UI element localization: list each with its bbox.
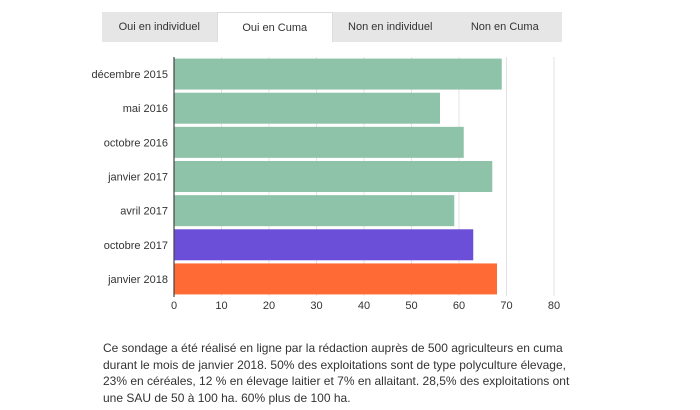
tab-non-en-individuel[interactable]: Non en individuel	[348, 21, 433, 33]
bar-6	[174, 263, 497, 295]
bar-0	[174, 58, 502, 90]
x-tick-label-20: 20	[263, 300, 275, 312]
x-tick-label-80: 80	[548, 300, 560, 312]
tab-non-en-cuma[interactable]: Non en Cuma	[470, 21, 539, 33]
x-tick-label-40: 40	[358, 300, 370, 312]
category-label-4: avril 2017	[120, 206, 168, 218]
tab-bar: Oui en individuel Oui en Cuma Non en ind…	[102, 12, 562, 42]
category-label-3: janvier 2017	[107, 172, 168, 184]
x-tick-label-60: 60	[453, 300, 465, 312]
category-label-6: janvier 2018	[107, 274, 168, 286]
bar-3	[174, 161, 493, 192]
tab-oui-en-individuel[interactable]: Oui en individuel	[118, 21, 200, 33]
category-label-5: octobre 2017	[104, 240, 168, 252]
bar-1	[174, 92, 440, 124]
bar-2	[174, 126, 464, 158]
x-tick-label-50: 50	[405, 300, 417, 312]
x-tick-label-30: 30	[310, 300, 322, 312]
category-label-2: octobre 2016	[104, 137, 168, 149]
category-label-1: mai 2016	[123, 103, 168, 115]
bar-4	[174, 195, 455, 227]
bar-5	[174, 229, 474, 261]
x-tick-label-0: 0	[171, 300, 177, 312]
category-label-0: décembre 2015	[92, 69, 168, 81]
tab-oui-en-cuma[interactable]: Oui en Cuma	[216, 12, 333, 42]
x-tick-label-10: 10	[215, 300, 227, 312]
survey-caption: Ce sondage a été réalisé en ligne par la…	[103, 341, 570, 405]
bar-chart: décembre 2015 mai 2016 octobre 2016 janvier…	[92, 57, 560, 312]
x-tick-label-70: 70	[500, 300, 512, 312]
